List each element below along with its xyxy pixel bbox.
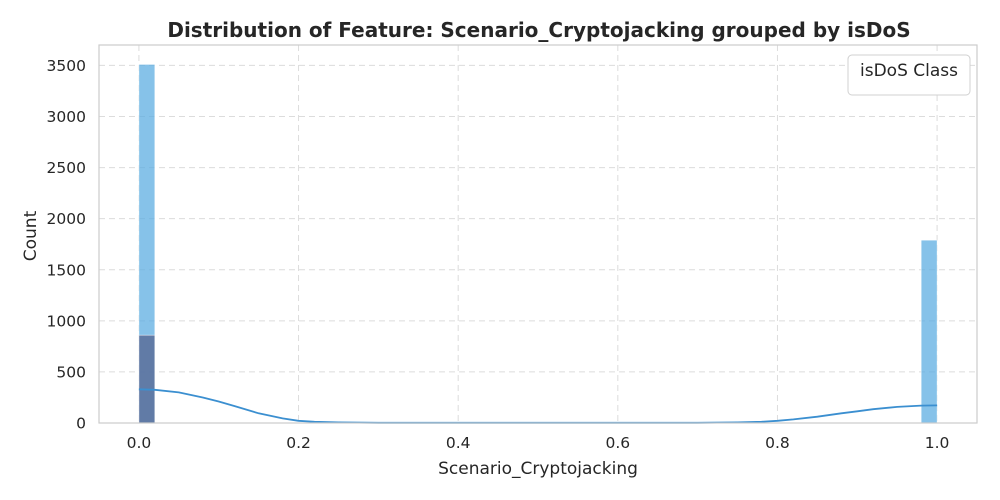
x-tick-labels: 0.0 0.2 0.4 0.6 0.8 1.0: [127, 434, 950, 452]
kde-curve: [138, 388, 938, 424]
y-tick-label: 3000: [47, 108, 86, 126]
x-tick-label: 0.4: [446, 434, 471, 452]
y-tick-label: 500: [56, 363, 86, 381]
y-tick-label: 2000: [47, 210, 86, 228]
y-tick-label: 2500: [47, 159, 86, 177]
legend: isDoS Class: [847, 54, 971, 96]
x-tick-label: 0.6: [605, 434, 630, 452]
y-tick-label: 1500: [47, 261, 86, 279]
legend-title: isDoS Class: [860, 61, 958, 81]
legend-box: [847, 54, 971, 96]
x-tick-label: 0.2: [286, 434, 311, 452]
x-tick-label: 1.0: [925, 434, 950, 452]
histogram-bar: [138, 334, 156, 424]
y-tick-label: 0: [76, 415, 86, 433]
kde-line: [138, 388, 938, 424]
plot-frame: [98, 44, 978, 424]
histogram-bars: [138, 64, 938, 424]
x-tick-label: 0.0: [127, 434, 152, 452]
histogram-bar: [920, 239, 938, 424]
y-tick-label: 1000: [47, 312, 86, 330]
chart-title: Distribution of Feature: Scenario_Crypto…: [167, 18, 910, 42]
grid-lines: [99, 45, 977, 424]
x-tick-label: 0.8: [765, 434, 790, 452]
y-tick-label: 3500: [47, 57, 86, 75]
x-axis-label: Scenario_Cryptojacking: [438, 459, 638, 479]
y-axis-label: Count: [21, 210, 41, 261]
y-tick-labels: 0 500 1000 1500 2000 2500 3000 3500: [47, 57, 86, 433]
